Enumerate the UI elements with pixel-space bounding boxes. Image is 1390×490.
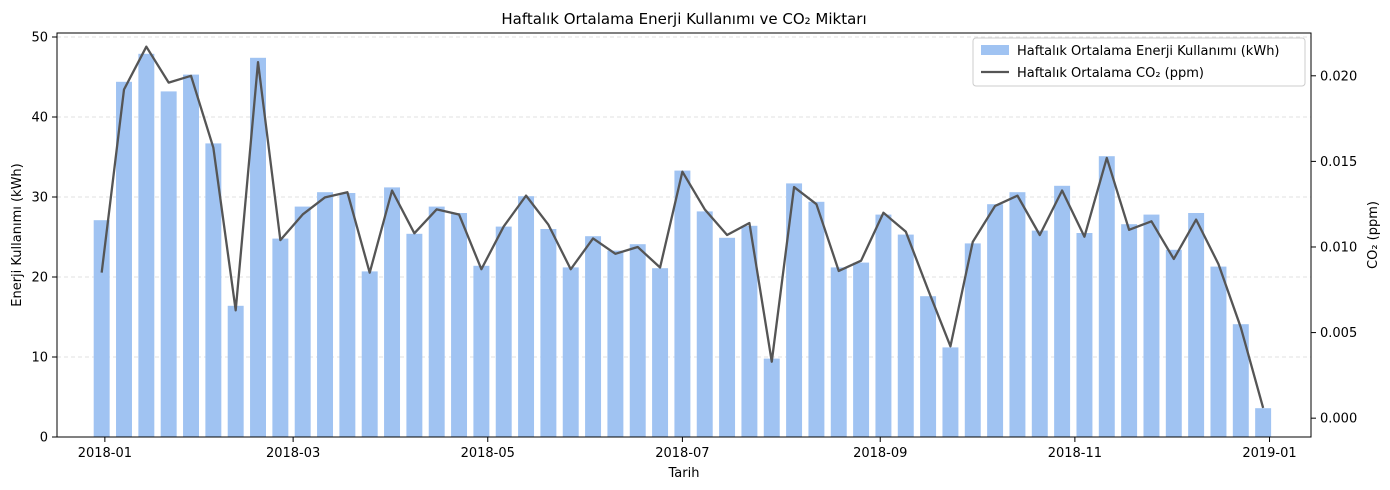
energy-bar: [227, 305, 244, 437]
energy-bar: [1009, 192, 1026, 437]
energy-bar: [339, 193, 356, 437]
energy-bar: [830, 267, 847, 437]
y-tick-label: 50: [31, 31, 48, 46]
energy-bar: [808, 201, 825, 437]
x-axis-title: Tarih: [668, 466, 700, 481]
bar-series: [93, 53, 1272, 438]
y-axis-right: 0.000 0.005 0.010 0.015 0.020: [1311, 69, 1357, 427]
y-tick-label: 0: [40, 431, 48, 446]
energy-bar: [205, 143, 222, 437]
energy-bar: [406, 233, 423, 437]
energy-bar: [1076, 233, 1093, 437]
y2-tick-label: 0.010: [1320, 240, 1357, 255]
energy-bar: [1210, 266, 1227, 437]
co2-line: [100, 45, 1265, 409]
energy-bar: [495, 226, 512, 437]
y2-tick-label: 0.020: [1320, 69, 1357, 84]
energy-bar: [451, 213, 468, 437]
energy-bar: [652, 268, 669, 437]
x-tick-label: 2018-05: [461, 446, 515, 461]
x-tick-label: 2018-03: [266, 446, 320, 461]
energy-bar: [920, 296, 937, 437]
energy-bar: [272, 238, 289, 437]
energy-bar: [1188, 213, 1205, 437]
energy-bar: [942, 347, 959, 437]
energy-bar: [674, 170, 691, 437]
energy-bar: [1031, 230, 1048, 437]
energy-bar: [875, 214, 892, 437]
y2-tick-label: 0.000: [1320, 412, 1357, 427]
energy-bar: [607, 250, 624, 437]
energy-bar: [183, 74, 199, 437]
energy-bar: [317, 192, 334, 437]
energy-bar: [1121, 224, 1138, 437]
energy-bar: [763, 358, 780, 437]
energy-bar: [897, 234, 914, 437]
energy-bar: [250, 57, 266, 438]
y-tick-label: 30: [31, 191, 48, 206]
energy-bar: [696, 211, 713, 437]
legend-label-co2: Haftalık Ortalama CO₂ (ppm): [1017, 66, 1204, 81]
energy-bar: [741, 225, 758, 437]
plot-frame: [56, 32, 1312, 438]
energy-bar: [786, 183, 803, 437]
energy-bar: [1098, 156, 1115, 437]
x-tick-label: 2018-09: [853, 446, 907, 461]
energy-bar: [473, 265, 490, 437]
energy-bar: [384, 187, 401, 437]
energy-bar: [160, 91, 177, 438]
y-tick-label: 20: [31, 271, 48, 286]
energy-bar: [1255, 408, 1272, 437]
line-series: [100, 45, 1265, 409]
legend-label-energy: Haftalık Ortalama Enerji Kullanımı (kWh): [1017, 44, 1280, 59]
y-axis-title: Enerji Kullanımı (kWh): [10, 163, 25, 306]
y2-axis-title: CO₂ (ppm): [1366, 201, 1381, 269]
energy-bar: [964, 243, 981, 437]
energy-bar: [1143, 214, 1160, 437]
energy-bar: [562, 267, 579, 437]
energy-bar: [294, 206, 311, 437]
energy-bar: [518, 196, 535, 437]
energy-bar: [116, 81, 132, 438]
x-tick-label: 2018-07: [655, 446, 709, 461]
y2-tick-label: 0.015: [1320, 155, 1357, 170]
chart-title: Haftalık Ortalama Enerji Kullanımı ve CO…: [501, 10, 866, 28]
x-tick-label: 2019-01: [1242, 446, 1296, 461]
energy-bar: [1165, 249, 1182, 437]
energy-bar: [585, 236, 602, 437]
energy-bar: [138, 53, 155, 438]
energy-bar: [428, 206, 445, 437]
x-tick-label: 2018-11: [1048, 446, 1102, 461]
energy-bar: [1054, 185, 1071, 437]
energy-bar: [853, 262, 870, 437]
y-axis-left: 0 10 20 30 40 50: [31, 31, 57, 446]
energy-bar: [1232, 324, 1249, 437]
energy-bar: [361, 271, 378, 437]
x-tick-label: 2018-01: [78, 446, 132, 461]
legend-swatch-bar: [981, 45, 1009, 55]
legend: Haftalık Ortalama Enerji Kullanımı (kWh)…: [972, 37, 1306, 87]
x-axis: 2018-01 2018-03 2018-05 2018-07 2018-09 2018-…: [78, 437, 1297, 461]
energy-bar: [540, 229, 557, 437]
y-tick-label: 10: [31, 351, 48, 366]
legend-box: [972, 37, 1306, 87]
energy-bar: [93, 220, 110, 437]
y-tick-label: 40: [31, 111, 48, 126]
y2-tick-label: 0.005: [1320, 326, 1357, 341]
energy-bar: [629, 244, 646, 437]
energy-bar: [987, 204, 1004, 437]
energy-bar: [719, 237, 736, 437]
